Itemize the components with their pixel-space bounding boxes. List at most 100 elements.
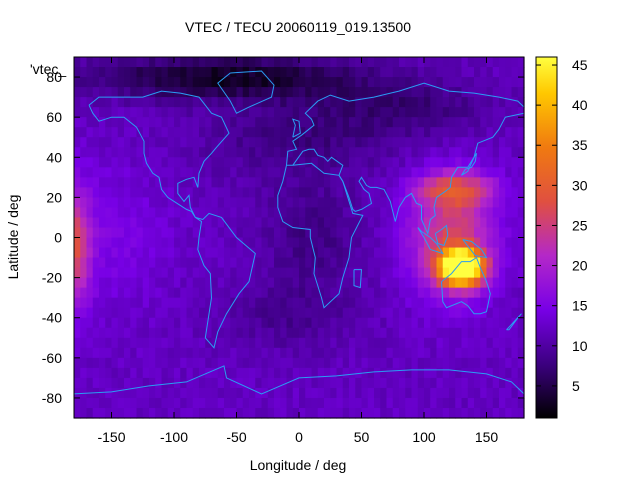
heatmap-cell (161, 317, 169, 329)
heatmap-cell (261, 197, 269, 209)
heatmap-cell (505, 397, 513, 409)
heatmap-cell (180, 357, 188, 369)
heatmap-cell (74, 307, 81, 319)
heatmap-cell (130, 327, 138, 339)
heatmap-cell (442, 277, 450, 289)
heatmap-cell (374, 307, 381, 319)
heatmap-cell (511, 67, 519, 78)
heatmap-cell (199, 137, 206, 148)
heatmap-cell (517, 387, 525, 399)
heatmap-cell (199, 117, 206, 128)
heatmap-cell (455, 347, 463, 359)
heatmap-cell (386, 87, 394, 98)
heatmap-cell (174, 347, 181, 359)
heatmap-cell (142, 197, 150, 209)
heatmap-cell (117, 137, 125, 148)
heatmap-cell (430, 397, 438, 409)
heatmap-cell (436, 277, 444, 289)
heatmap-cell (517, 347, 525, 359)
heatmap-cell (355, 327, 363, 339)
heatmap-cell (99, 387, 106, 399)
heatmap-cell (180, 367, 188, 379)
heatmap-cell (480, 377, 488, 389)
heatmap-cell (505, 107, 513, 118)
heatmap-cell (136, 137, 144, 148)
heatmap-cell (155, 257, 163, 269)
heatmap-cell (424, 107, 431, 118)
heatmap-cell (274, 297, 281, 309)
heatmap-cell (117, 67, 125, 78)
heatmap-cell (86, 167, 94, 178)
heatmap-cell (117, 127, 125, 138)
heatmap-cell (149, 337, 156, 349)
heatmap-cell (374, 317, 381, 329)
heatmap-cell (305, 267, 313, 279)
heatmap-cell (492, 197, 500, 209)
heatmap-cell (361, 307, 369, 319)
heatmap-cell (455, 187, 463, 198)
heatmap-cell (505, 377, 513, 389)
heatmap-cell (399, 207, 406, 219)
heatmap-cell (117, 317, 125, 329)
heatmap-cell (99, 367, 106, 379)
heatmap-cell (224, 167, 231, 178)
heatmap-cell (174, 277, 181, 289)
heatmap-cell (224, 57, 231, 68)
heatmap-cell (124, 237, 131, 249)
heatmap-cell (224, 297, 231, 309)
heatmap-cell (167, 147, 175, 158)
heatmap-cell (111, 177, 119, 188)
heatmap-cell (480, 287, 488, 299)
heatmap-cell (161, 397, 169, 409)
heatmap-cell (186, 297, 194, 309)
heatmap-cell (505, 137, 513, 148)
chart-title: VTEC / TECU 20060119_019.13500 (185, 19, 411, 35)
heatmap-cell (292, 127, 300, 138)
heatmap-cell (455, 167, 463, 178)
heatmap-cell (380, 67, 388, 78)
legend-entry: 'vtec_ (30, 61, 66, 77)
heatmap-cell (405, 147, 413, 158)
heatmap-cell (267, 157, 275, 168)
heatmap-cell (449, 377, 456, 389)
heatmap-cell (186, 407, 194, 419)
heatmap-cell (255, 187, 263, 198)
heatmap-cell (136, 107, 144, 118)
heatmap-cell (330, 217, 338, 229)
heatmap-cell (124, 97, 131, 108)
heatmap-cell (274, 387, 281, 399)
heatmap-cell (442, 297, 450, 309)
heatmap-cell (174, 287, 181, 299)
heatmap-cell (361, 207, 369, 219)
heatmap-cell (492, 277, 500, 289)
heatmap-cell (111, 287, 119, 299)
heatmap-cell (230, 347, 238, 359)
heatmap-cell (155, 117, 163, 128)
heatmap-cell (442, 357, 450, 369)
heatmap-cell (399, 117, 406, 128)
heatmap-cell (336, 267, 344, 279)
heatmap-cell (105, 107, 113, 118)
heatmap-cell (467, 77, 475, 88)
heatmap-cell (274, 157, 281, 168)
heatmap-cell (186, 277, 194, 289)
heatmap-cell (455, 137, 463, 148)
heatmap-cell (142, 97, 150, 108)
heatmap-cell (467, 107, 475, 118)
heatmap-cell (299, 217, 306, 229)
heatmap-cell (324, 397, 331, 409)
heatmap-cell (149, 147, 156, 158)
heatmap-cell (211, 67, 219, 78)
heatmap-cell (380, 57, 388, 68)
heatmap-cell (305, 257, 313, 269)
heatmap-cell (199, 347, 206, 359)
heatmap-cell (105, 187, 113, 198)
heatmap-cell (336, 197, 344, 209)
heatmap-cell (492, 257, 500, 269)
heatmap-cell (486, 267, 494, 279)
heatmap-cell (417, 287, 425, 299)
heatmap-cell (130, 267, 138, 279)
heatmap-cell (455, 317, 463, 329)
heatmap-cell (186, 127, 194, 138)
heatmap-cell (505, 87, 513, 98)
